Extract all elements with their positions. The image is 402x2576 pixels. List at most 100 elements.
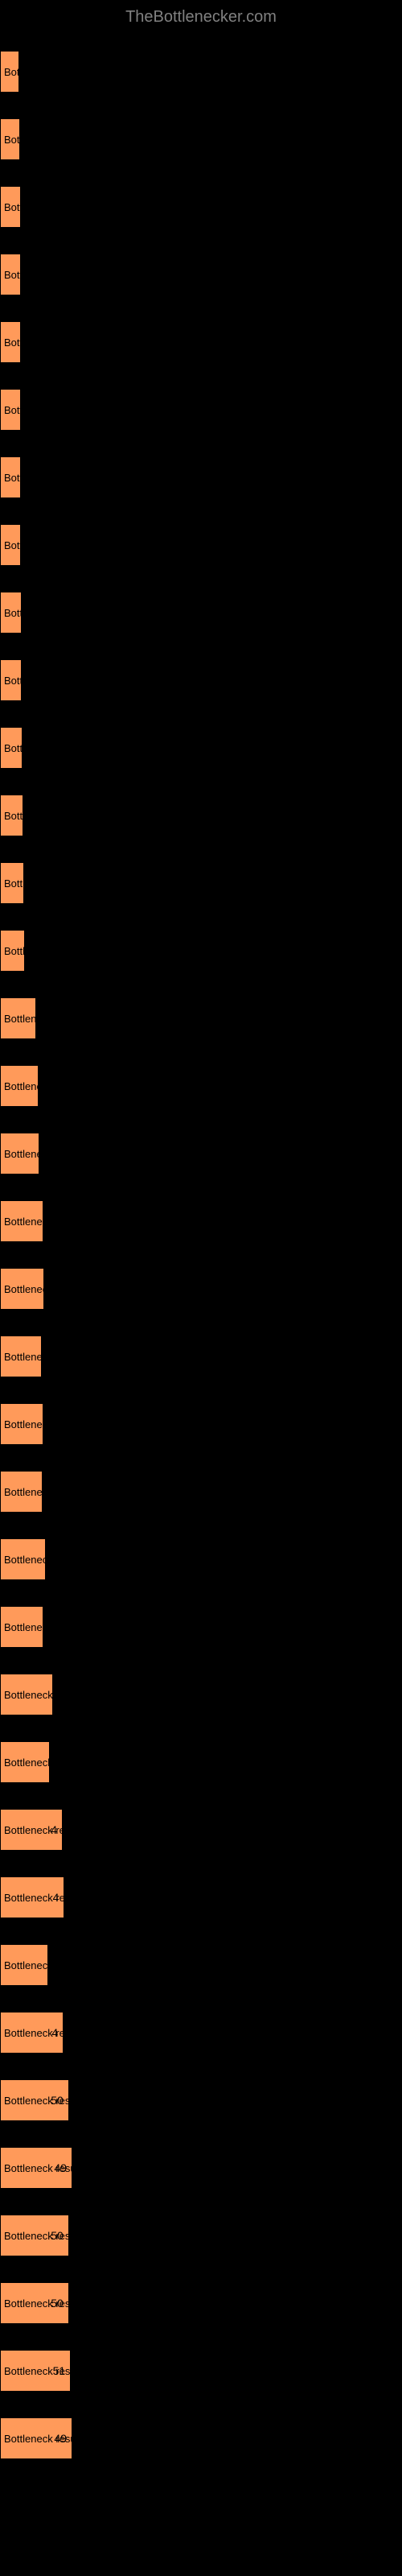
bar-row: Bottleneck: [0, 118, 402, 160]
bar-label: Bottleneck r: [1, 810, 23, 822]
bar-label: Bottleneck result: [1, 1554, 45, 1566]
bar-row: Bottleneck: [0, 254, 402, 295]
bar-value: 51: [53, 2364, 66, 2377]
bar: Bottleneck: [0, 727, 23, 769]
bar: Bottleneck: [0, 51, 19, 93]
bar-row: Bottleneck: [0, 592, 402, 634]
bar-row: Bottleneck result: [0, 1606, 402, 1648]
bar-row: Bottleneck result: [0, 1065, 402, 1107]
bar-row: Bottleneck result51: [0, 2350, 402, 2392]
bar: Bottleneck result: [0, 1944, 48, 1986]
bar: Bottleneck result49: [0, 2147, 72, 2189]
bar-row: Bottleneck result50: [0, 2282, 402, 2324]
bar: Bottleneck: [0, 524, 21, 566]
bar-label: Bottleneck: [1, 134, 19, 146]
bar-row: Bottleneck: [0, 51, 402, 93]
bar-row: Bottleneck result4: [0, 1809, 402, 1851]
bar-label: Bottleneck result: [1, 1283, 43, 1295]
bar-value: 50: [51, 2229, 64, 2242]
bar: Bottleneck: [0, 254, 21, 295]
bar-row: Bottleneck result: [0, 1335, 402, 1377]
bar-row: Bottleneck result: [0, 1538, 402, 1580]
bar-value: 50: [51, 2297, 64, 2310]
page-title: TheBottlenecker.com: [125, 8, 277, 26]
bar: Bottleneck result50: [0, 2282, 69, 2324]
page-header: TheBottlenecker.com: [0, 8, 402, 27]
bar-row: Bottleneck re: [0, 930, 402, 972]
bar: Bottleneck result51: [0, 2350, 71, 2392]
bar-row: Bottleneck result: [0, 1471, 402, 1513]
bar-row: Bottleneck result: [0, 1403, 402, 1445]
bar-row: Bottleneck r: [0, 795, 402, 836]
bar-label: Bottleneck result: [1, 1216, 43, 1228]
bar-row: Bottleneck result: [0, 1674, 402, 1715]
bar: Bottleneck: [0, 186, 21, 228]
bar-value: 4: [51, 1823, 57, 1836]
bar-row: Bottleneck result4: [0, 2012, 402, 2054]
bar-label: Bottleneck: [1, 201, 20, 213]
bar-label: Bottleneck: [1, 66, 18, 78]
bar: Bottleneck: [0, 456, 21, 498]
bar-label: Bottleneck result: [1, 1959, 47, 1971]
bar: Bottleneck result: [0, 1335, 42, 1377]
bar: Bottleneck: [0, 321, 21, 363]
bar: Bottleneck result: [0, 1065, 39, 1107]
bar-label: Bottleneck result: [1, 1621, 43, 1633]
bar-value: 49: [54, 2161, 67, 2174]
bar-row: Bottleneck result4: [0, 1876, 402, 1918]
bar: Bottleneck result: [0, 1200, 43, 1242]
bar-row: Bottleneck result: [0, 1268, 402, 1310]
bar: Bottleneck re: [0, 930, 25, 972]
bar-label: Bottleneck result: [1, 1351, 41, 1363]
bar: Bottleneck result4: [0, 1876, 64, 1918]
bar: Bottleneck: [0, 118, 20, 160]
bar-row: Bottleneck result: [0, 997, 402, 1039]
bar: Bottleneck: [0, 389, 21, 431]
bar: Bottleneck result: [0, 1268, 44, 1310]
bar-label: Bottleneck result: [1, 1013, 35, 1025]
bar: Bottleneck: [0, 592, 22, 634]
bar-row: Bottleneck result: [0, 1133, 402, 1174]
bar-label: Bottleneck result: [1, 1418, 43, 1430]
bar: Bottleneck result50: [0, 2079, 69, 2121]
bar-row: Bottleneck result49: [0, 2147, 402, 2189]
bar-label: Bottleneck: [1, 472, 20, 484]
bar-row: Bottleneck: [0, 659, 402, 701]
bar-row: Bottleneck: [0, 727, 402, 769]
bar-value: 4: [51, 2026, 58, 2039]
bar-row: Bottleneck result: [0, 1944, 402, 1986]
bar: Bottleneck: [0, 659, 22, 701]
bar-label: Bottleneck result: [1, 1080, 38, 1092]
bar-label: Bottleneck re: [1, 945, 24, 957]
bar: Bottleneck result: [0, 1133, 39, 1174]
bar: Bottleneck r: [0, 795, 23, 836]
bar-row: Bottleneck result50: [0, 2079, 402, 2121]
bar: Bottleneck result: [0, 1403, 43, 1445]
bar-row: Bottleneck: [0, 456, 402, 498]
bar-label: Bottleneck result: [1, 1757, 49, 1769]
bar-label: Bottleneck: [1, 404, 20, 416]
bar: Bottleneck result: [0, 1741, 50, 1783]
bar-row: Bottleneck: [0, 321, 402, 363]
bar-row: Bottleneck: [0, 524, 402, 566]
bar: Bottleneck result49: [0, 2417, 72, 2459]
bar-label: Bottleneck: [1, 742, 22, 754]
bar: Bottleneck result: [0, 1674, 53, 1715]
bar-label: Bottleneck result: [1, 1148, 39, 1160]
bar-row: Bottleneck result: [0, 1741, 402, 1783]
bar-label: Bottleneck r: [1, 877, 23, 890]
bar: Bottleneck result4: [0, 2012, 64, 2054]
bar-value: 50: [51, 2094, 64, 2107]
bar: Bottleneck result: [0, 1538, 46, 1580]
bar-label: Bottleneck result: [1, 1689, 52, 1701]
bar-label: Bottleneck: [1, 675, 21, 687]
bar-value: 49: [54, 2432, 67, 2445]
bar-row: Bottleneck r: [0, 862, 402, 904]
bar-label: Bottleneck result: [1, 1486, 42, 1498]
bar: Bottleneck result4: [0, 1809, 63, 1851]
bar-label: Bottleneck: [1, 336, 20, 349]
bar: Bottleneck result: [0, 997, 36, 1039]
bar-label: Bottleneck: [1, 539, 20, 551]
bar: Bottleneck result: [0, 1471, 43, 1513]
bar-label: Bottleneck: [1, 269, 20, 281]
